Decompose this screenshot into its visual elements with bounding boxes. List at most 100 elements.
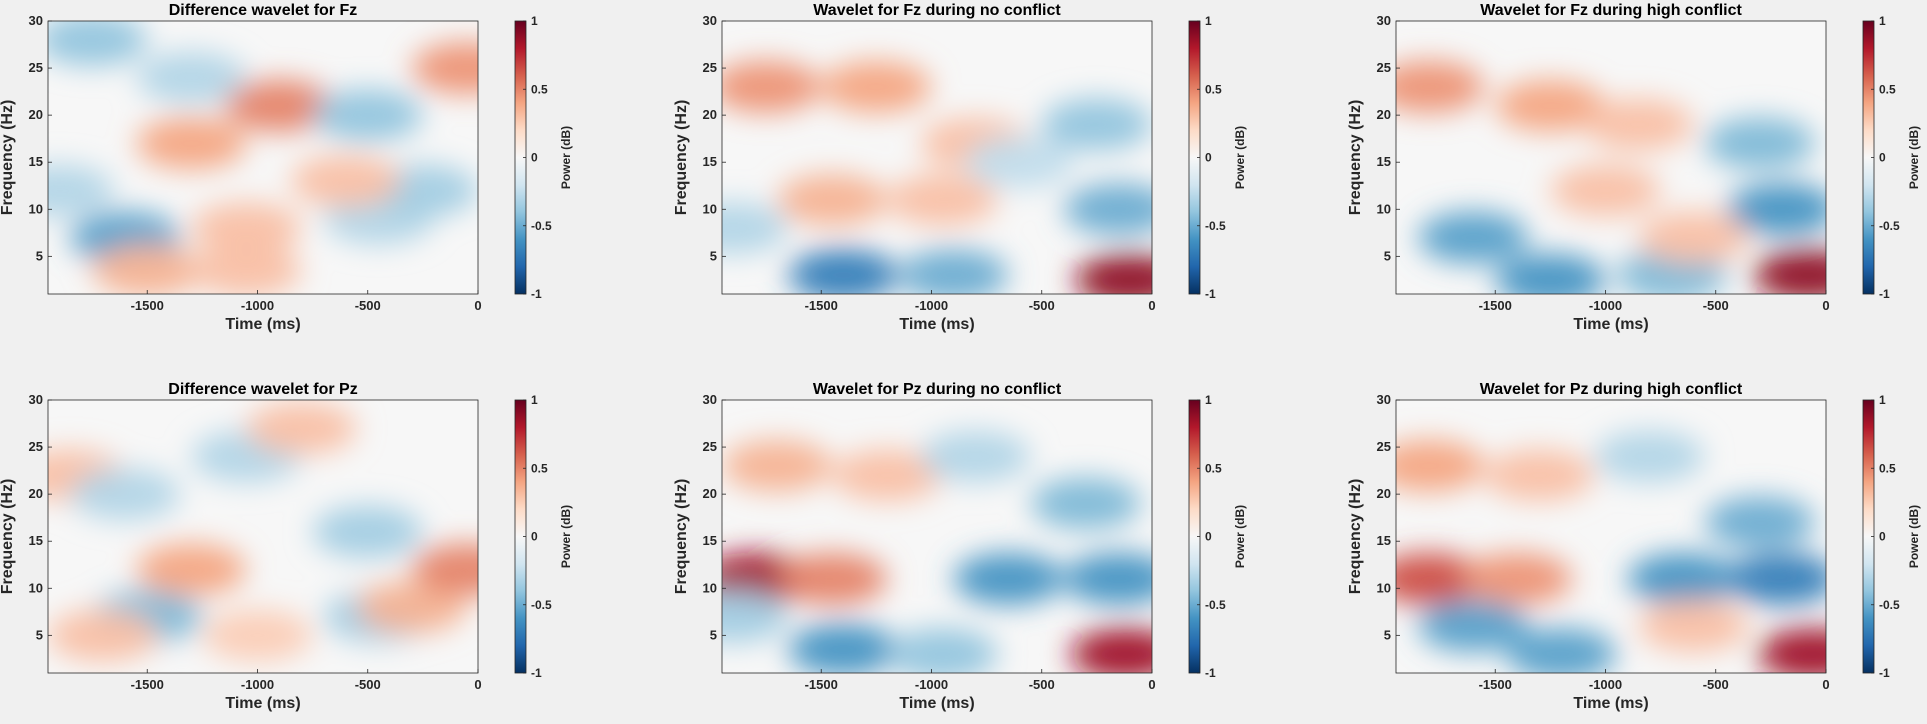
heatmap-feature (1753, 249, 1826, 294)
y-tick-label: 25 (703, 60, 717, 75)
heatmap-feature (1506, 628, 1617, 673)
y-tick-label: 15 (703, 154, 717, 169)
x-tick-label: -1000 (241, 298, 274, 313)
x-axis-label: Time (ms) (1573, 316, 1648, 333)
subplot-2: Wavelet for Fz during no conflict -1500 -1… (673, 2, 1247, 333)
chart-title: Wavelet for Pz during high conflict (1480, 381, 1743, 398)
heatmap-feature (136, 51, 247, 104)
x-tick-label: 0 (1822, 298, 1829, 313)
y-axis-label: Frequency (Hz) (0, 479, 16, 595)
y-tick-label: 20 (29, 107, 43, 122)
axes-box (1395, 399, 1827, 674)
subplot-1: Difference wavelet for Fz-1500 -1000 -500 0… (0, 2, 573, 333)
heatmap-feature (1063, 552, 1152, 605)
x-tick-label: -1500 (131, 298, 164, 313)
colorbar-tick-label: 0.5 (1879, 461, 1896, 475)
x-tick-label: -500 (1029, 677, 1055, 692)
heatmap-feature (312, 505, 423, 558)
heatmap-feature (48, 609, 159, 662)
y-tick-label: 5 (1384, 627, 1391, 642)
colorbar-tick-label: -1 (1205, 287, 1216, 301)
colorbar-tick-label: -1 (1205, 666, 1216, 680)
heatmap-feature (48, 21, 148, 66)
heatmap-feature (356, 581, 467, 634)
heatmap-feature (1462, 552, 1573, 605)
y-tick-label: 25 (1377, 60, 1391, 75)
y-tick-label: 10 (1377, 201, 1391, 216)
y-tick-label: 30 (703, 13, 717, 28)
x-tick-label: -1000 (915, 677, 948, 692)
y-tick-label: 10 (29, 201, 43, 216)
heatmap-feature (788, 249, 899, 294)
heatmap-feature (1396, 60, 1485, 113)
heatmap-feature (1484, 449, 1595, 502)
colorbar-tick-label: 1 (531, 14, 538, 28)
heatmap-feature (722, 60, 822, 113)
heatmap-feature (1726, 552, 1826, 605)
chart-title: Difference wavelet for Pz (168, 381, 357, 398)
colorbar-tick-label: -1 (531, 666, 542, 680)
y-tick-label: 15 (1377, 154, 1391, 169)
heatmap-feature (202, 609, 313, 662)
x-axis-label: Time (ms) (1573, 695, 1648, 712)
y-tick-label: 25 (1377, 439, 1391, 454)
x-tick-label: -1500 (1479, 677, 1512, 692)
y-tick-label: 30 (29, 392, 43, 407)
colorbar-tick-label: -0.5 (1205, 598, 1226, 612)
colorbar-tick-label: -0.5 (1879, 598, 1900, 612)
heatmap-feature (1704, 117, 1815, 170)
heatmap-feature (1063, 183, 1152, 236)
axes-box (47, 20, 479, 295)
x-tick-label: 0 (474, 298, 481, 313)
y-axis-label: Frequency (Hz) (673, 100, 690, 216)
y-tick-label: 15 (29, 533, 43, 548)
heatmap-feature (1074, 253, 1152, 294)
y-axis-label: Frequency (Hz) (0, 100, 16, 216)
x-axis-label: Time (ms) (899, 316, 974, 333)
heatmap-feature (191, 202, 302, 255)
subplot-5: Wavelet for Pz during no conflict-1500 -1… (673, 381, 1247, 712)
x-tick-label: -1500 (805, 298, 838, 313)
y-tick-label: 30 (1377, 392, 1391, 407)
x-tick-label: -1500 (131, 677, 164, 692)
colorbar-tick-label: -1 (1879, 666, 1890, 680)
heatmap-feature (1396, 552, 1485, 605)
x-tick-label: -1000 (1589, 298, 1622, 313)
colorbar-tick-label: 1 (1879, 14, 1886, 28)
x-tick-label: -1000 (1589, 677, 1622, 692)
heatmap-feature (1495, 79, 1606, 132)
colorbar-label: Power (dB) (1233, 505, 1247, 568)
x-axis-label: Time (ms) (225, 695, 300, 712)
colorbar-tick-label: 0 (1205, 530, 1212, 544)
colorbar-tick-label: 0 (1879, 151, 1886, 165)
y-tick-label: 5 (36, 627, 43, 642)
colorbar-tick-label: 0.5 (1205, 461, 1222, 475)
y-tick-label: 15 (703, 533, 717, 548)
chart-title: Wavelet for Fz during no conflict (813, 2, 1061, 19)
x-tick-label: -1500 (1479, 298, 1512, 313)
y-tick-label: 10 (703, 580, 717, 595)
heatmap-feature (953, 552, 1064, 605)
y-axis-label: Frequency (Hz) (1347, 100, 1364, 216)
colorbar-label: Power (dB) (1233, 126, 1247, 189)
heatmap-feature (788, 623, 899, 673)
heatmap-feature (832, 449, 943, 502)
y-tick-label: 20 (703, 486, 717, 501)
chart-title: Wavelet for Fz during high conflict (1480, 2, 1742, 19)
colorbar-tick-label: -1 (1879, 287, 1890, 301)
colorbar-tick-label: 0.5 (1205, 82, 1222, 96)
colorbar-label: Power (dB) (559, 126, 573, 189)
heatmap-feature (1627, 552, 1738, 605)
heatmap-feature (777, 173, 888, 226)
heatmap-feature (1550, 164, 1661, 217)
subplot-6: Wavelet for Pz during high conflict -1500… (1347, 381, 1921, 712)
heatmap-feature (411, 543, 478, 596)
heatmap-feature (48, 164, 115, 217)
heatmap-feature (224, 79, 335, 132)
heatmap-feature (1418, 211, 1529, 264)
colorbar-tick-label: -0.5 (531, 598, 552, 612)
heatmap-feature (887, 628, 998, 673)
heatmap-feature (1704, 496, 1815, 549)
heatmap-feature (821, 60, 932, 113)
